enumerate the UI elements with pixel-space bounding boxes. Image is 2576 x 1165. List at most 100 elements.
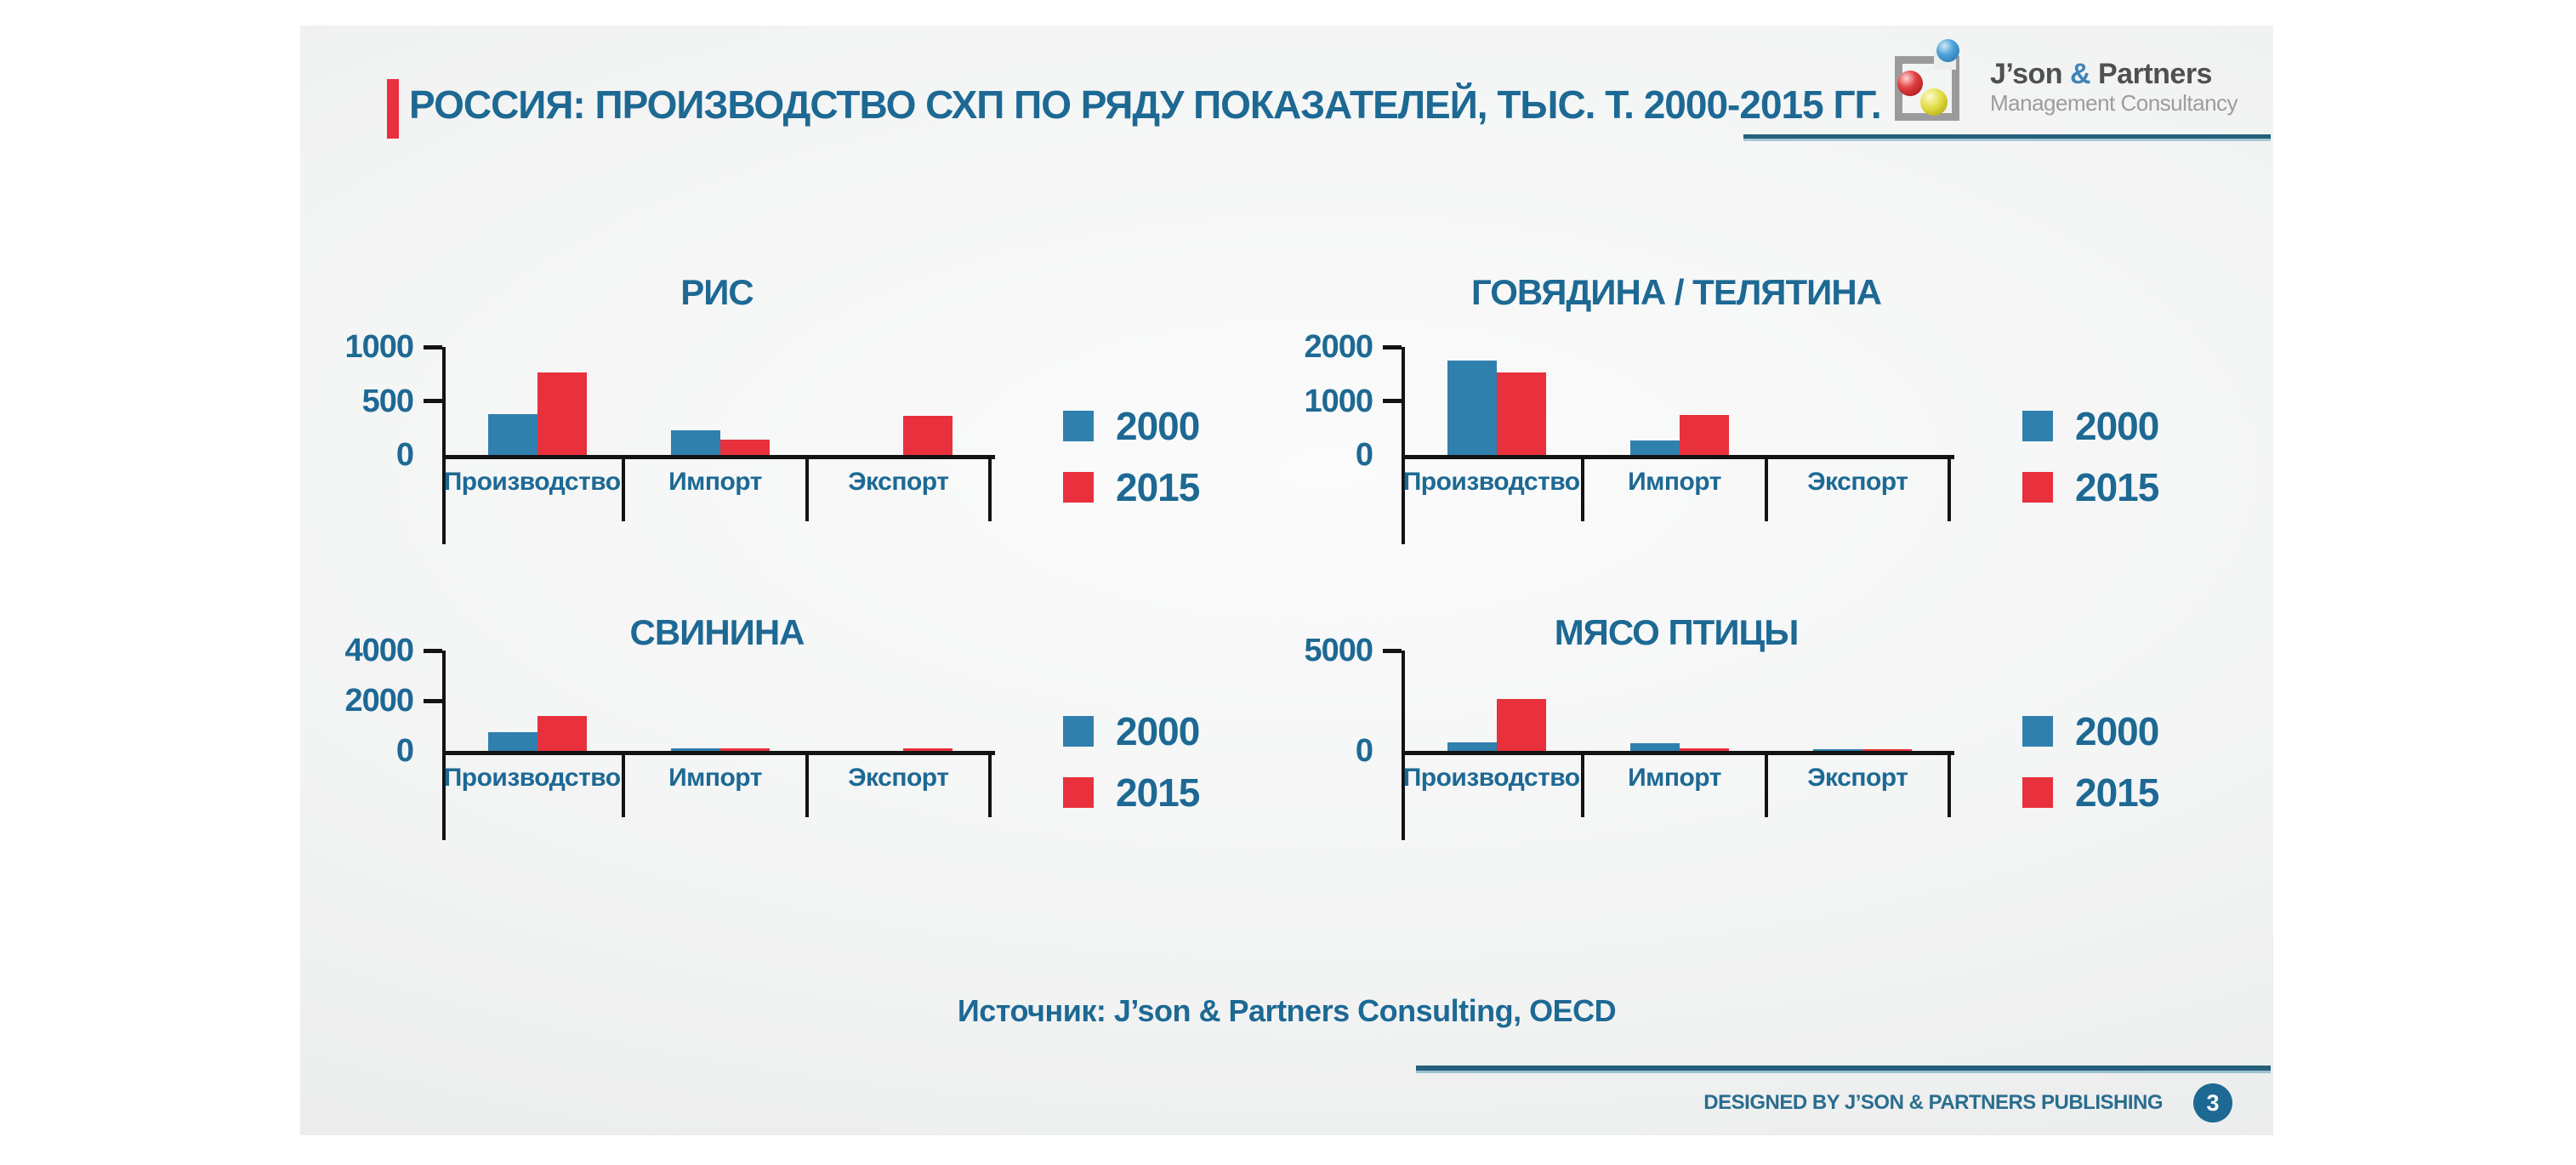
- chart-pork: СВИНИНА 0 2000 4000 Производство Импорт Эксп…: [315, 605, 1250, 890]
- legend-swatch-2015: [2022, 472, 2053, 503]
- chart-title: РИС: [680, 272, 754, 312]
- category-cell: Экспорт: [1768, 755, 1951, 817]
- category-label: Импорт: [1628, 468, 1721, 496]
- bar-2000: [1629, 440, 1680, 455]
- y-axis-tick: [424, 344, 442, 350]
- y-axis-label: 0: [1355, 437, 1373, 473]
- y-axis-label: 0: [395, 437, 414, 473]
- legend-swatch-2015: [1063, 777, 1094, 808]
- title-accent-bar: [387, 79, 399, 139]
- legend-item: 2015: [1063, 465, 1200, 509]
- chart-title: СВИНИНА: [629, 612, 805, 652]
- bar-2015: [1496, 699, 1546, 751]
- category-label: Экспорт: [1807, 764, 1908, 792]
- plot-area: [442, 651, 995, 755]
- category-cell: Импорт: [625, 755, 809, 817]
- legend-label: 2015: [2075, 465, 2159, 509]
- page-title: РОССИЯ: ПРОИЗВОДСТВО СХП ПО РЯДУ ПОКАЗАТ…: [409, 82, 1882, 127]
- y-axis-label: 2000: [1304, 329, 1373, 365]
- category-cell: Производство: [1402, 459, 1585, 521]
- slide: РОССИЯ: ПРОИЗВОДСТВО СХП ПО РЯДУ ПОКАЗАТ…: [300, 26, 2273, 1135]
- bar-2015: [719, 440, 770, 455]
- bar-2000: [1447, 742, 1497, 751]
- bar-2000: [670, 430, 720, 455]
- chart-poultry: МЯСО ПТИЦЫ 0 5000 Производство Импорт Экспо…: [1274, 605, 2209, 890]
- plot-area: [442, 347, 995, 459]
- category-label: Импорт: [668, 468, 762, 496]
- legend-label: 2000: [1116, 709, 1200, 753]
- bar-2000: [487, 414, 537, 455]
- legend-item: 2000: [2022, 406, 2159, 446]
- legend-label: 2015: [1116, 770, 1200, 815]
- bar-2015: [1679, 748, 1729, 751]
- bar-2015: [903, 748, 953, 751]
- logo-name-amp: &: [2070, 58, 2091, 90]
- logo-name-left: J’son: [1990, 58, 2070, 90]
- y-axis-tick: [1383, 648, 1402, 653]
- legend-item: 2000: [2022, 712, 2159, 751]
- chart-title: МЯСО ПТИЦЫ: [1554, 612, 1800, 652]
- category-cell: Импорт: [1584, 755, 1768, 817]
- bar-2000: [487, 732, 537, 751]
- bar-group: [628, 430, 811, 455]
- category-cell: Производство: [442, 459, 626, 521]
- category-cell: Экспорт: [809, 459, 992, 521]
- category-label: Производство: [1402, 764, 1580, 792]
- y-axis-label: 500: [361, 383, 414, 419]
- footer-divider-line: [1416, 1066, 2271, 1073]
- y-axis-tick: [424, 399, 442, 403]
- y-axis-tick: [424, 648, 442, 653]
- y-axis-extension: [1402, 751, 1405, 840]
- y-axis-extension: [442, 455, 446, 544]
- legend-swatch-2000: [2022, 411, 2053, 441]
- y-axis: 0 1000 2000: [1274, 329, 1402, 473]
- legend: 2000 2015: [1063, 709, 1200, 815]
- bar-group: [1588, 743, 1771, 751]
- category-cell: Экспорт: [809, 755, 992, 817]
- legend-swatch-2015: [2022, 777, 2053, 808]
- bar-group: [812, 748, 995, 751]
- category-label: Производство: [443, 764, 621, 792]
- bar-2000: [670, 748, 720, 751]
- y-axis-label: 2000: [344, 683, 414, 719]
- bar-2015: [537, 372, 587, 455]
- bar-group: [812, 416, 995, 455]
- bar-2015: [903, 416, 953, 455]
- category-label: Экспорт: [848, 764, 949, 792]
- y-axis: 0 2000 4000: [315, 633, 442, 769]
- logo-ball-red-icon: [1897, 71, 1923, 96]
- category-labels-row: Производство Импорт Экспорт: [442, 459, 992, 521]
- legend-item: 2000: [1063, 709, 1200, 753]
- y-axis: 0 500 1000: [315, 329, 442, 473]
- y-axis-extension: [1402, 455, 1405, 544]
- category-label: Производство: [1402, 468, 1580, 496]
- logo-ball-yellow-icon: [1920, 88, 1948, 116]
- category-label: Экспорт: [1807, 468, 1908, 496]
- legend-label: 2000: [1116, 404, 1200, 448]
- category-cell: Производство: [442, 755, 626, 817]
- legend-item: 2015: [2022, 773, 2159, 812]
- legend-item: 2000: [1063, 404, 1200, 448]
- source-note: Источник: J’son & Partners Consulting, O…: [957, 993, 1617, 1028]
- category-labels-row: Производство Импорт Экспорт: [442, 755, 992, 817]
- chart-rice: РИС 0 500 1000 Производство Импорт Экспорт 2…: [315, 272, 1250, 557]
- legend: 2000 2015: [2022, 406, 2159, 509]
- y-axis-extension: [442, 751, 446, 840]
- y-axis-label: 0: [1355, 733, 1373, 769]
- legend-swatch-2000: [1063, 716, 1094, 747]
- bar-group: [446, 716, 628, 751]
- plot-area: [1402, 347, 1954, 459]
- legend-item: 2015: [2022, 465, 2159, 509]
- category-cell: Производство: [1402, 755, 1585, 817]
- category-label: Экспорт: [848, 468, 949, 496]
- legend-swatch-2000: [1063, 411, 1094, 441]
- footer-note: DESIGNED BY J’SON & PARTNERS PUBLISHING: [1703, 1091, 2163, 1114]
- category-label: Импорт: [668, 764, 762, 792]
- bar-2000: [1813, 749, 1863, 751]
- logo-subtitle: Management Consultancy: [1990, 90, 2238, 116]
- bar-2015: [719, 748, 770, 751]
- bar-group: [1771, 749, 1954, 751]
- legend: 2000 2015: [2022, 712, 2159, 812]
- category-cell: Экспорт: [1768, 459, 1951, 521]
- legend-label: 2015: [1116, 465, 1200, 509]
